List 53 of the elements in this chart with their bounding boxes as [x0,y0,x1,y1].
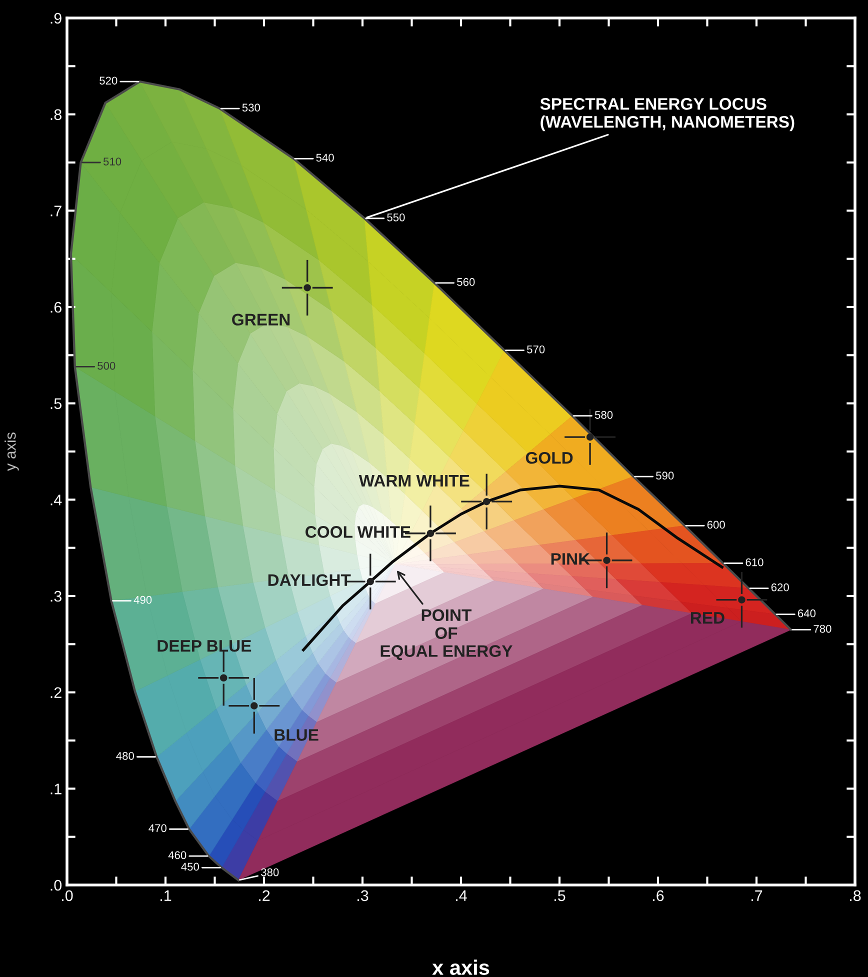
y-tick-label: .6 [50,302,62,313]
data-label: RED [690,612,724,624]
y-axis-title: y axis [4,432,19,471]
annotation: 540 [316,154,334,162]
annotation: 470 [148,824,166,832]
annotation: 450 [181,862,199,871]
y-tick-label: .3 [50,590,62,602]
annotation: 510 [103,158,122,166]
x-tick-label: .0 [62,890,73,902]
annotation: 600 [707,520,725,529]
data-label: GOLD [526,452,573,464]
annotation: 640 [798,609,816,618]
data-label: PINK [551,553,590,565]
x-tick-label: .2 [259,890,270,901]
x-tick-label: .6 [653,890,664,902]
y-tick-label: .4 [50,494,62,506]
annotation: 480 [116,752,134,760]
annotation: 500 [98,362,116,370]
annotation: 530 [242,104,260,112]
x-tick-label: .3 [358,890,368,902]
data-label: WARM WHITE [358,474,470,486]
y-tick-label: .7 [50,206,62,216]
data-label: COOL WHITE [306,526,410,538]
annotation: 570 [527,345,545,354]
y-tick-label: .9 [50,12,62,24]
y-tick-label: .2 [50,687,62,698]
y-tick-label: .0 [50,880,62,891]
annotation: SPECTRAL ENERGY LOCUS (WAVELENGTH, NANOMETERS) [540,98,794,132]
y-tick-label: .5 [50,398,62,410]
x-axis-title: x axis [432,960,490,975]
annotation: 620 [771,583,789,592]
annotation: 460 [168,851,186,860]
annotation: POINT OF EQUAL ENERGY [380,609,512,660]
annotation: 560 [457,278,475,286]
x-tick-label: .1 [160,890,172,901]
y-tick-label: .8 [50,109,62,120]
annotation: 380 [261,868,279,876]
annotation: 580 [594,410,613,419]
y-tick-label: .1 [50,784,62,794]
data-label: BLUE [274,729,318,741]
annotation: 780 [814,624,832,633]
x-tick-label: .8 [850,890,861,902]
annotation: 590 [656,472,674,480]
x-tick-label: .7 [752,890,762,901]
annotation: 490 [134,596,152,604]
data-label: GREEN [232,314,290,326]
data-label: DAYLIGHT [268,574,351,586]
annotation: 550 [387,213,405,222]
x-tick-label: .4 [456,890,467,901]
annotation: 610 [746,558,764,566]
annotation: 520 [100,76,118,85]
data-label: DEEP BLUE [158,640,252,652]
x-tick-label: .5 [554,890,566,902]
